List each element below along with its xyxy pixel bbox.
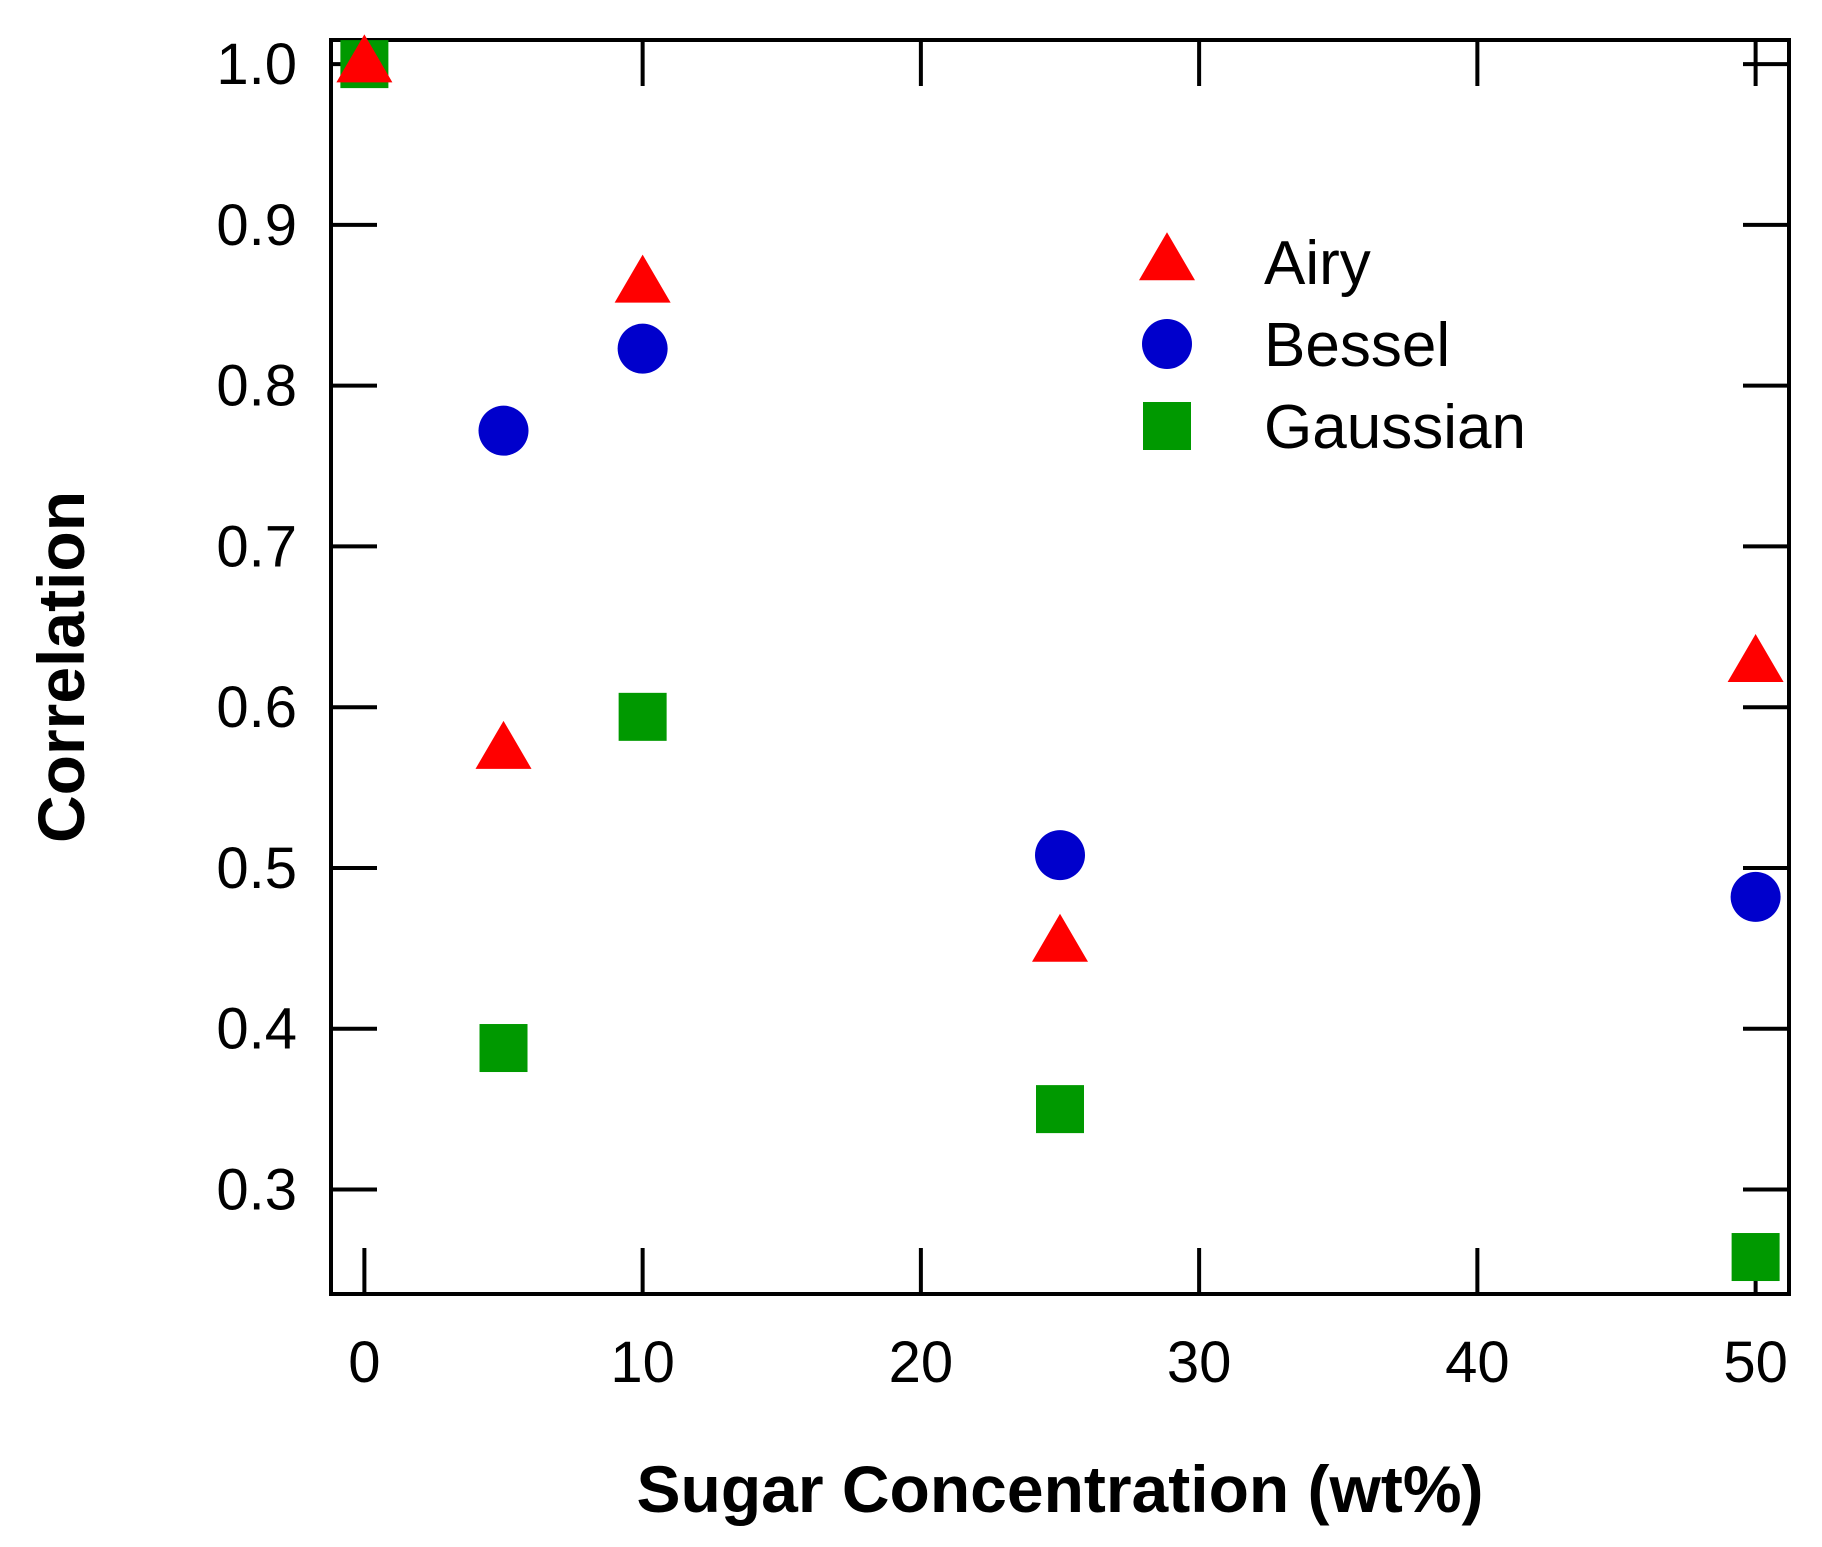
legend-marker-bessel [1142,319,1192,369]
data-point-gaussian [618,692,667,741]
data-point-gaussian [1731,1233,1780,1282]
data-point-bessel [1035,830,1085,881]
axis-ticks [331,40,1789,1294]
legend-label-bessel: Bessel [1264,311,1450,380]
y-axis-title: Correlation [24,491,98,843]
data-point-airy [336,34,393,83]
y-tick-label: 0.9 [216,193,297,258]
y-tick-label: 0.5 [216,836,297,901]
data-point-bessel [1730,871,1781,922]
data-point-gaussian [479,1024,528,1073]
x-tick-label: 40 [1445,1330,1510,1395]
axis-tick-labels: 0 10 20 30 40 50 0.3 0.4 0.5 0.6 0.7 0.8 0.9 1.0 [216,32,1788,1395]
y-tick-label: 0.3 [216,1158,297,1223]
y-tick-label: 0.4 [216,997,297,1062]
data-point-gaussian [1036,1085,1084,1134]
data-point-bessel [617,323,668,374]
legend-marker-gaussian [1143,402,1191,450]
data-point-airy [1727,634,1784,683]
data-point-airy [1032,913,1088,962]
y-tick-label: 0.7 [216,514,297,579]
x-axis-title: Sugar Concentration (wt%) [636,1452,1483,1526]
x-tick-label: 50 [1723,1330,1788,1395]
legend-label-airy: Airy [1264,229,1371,298]
legend-label-gaussian: Gaussian [1264,393,1526,462]
x-tick-label: 10 [610,1330,675,1395]
y-tick-label: 0.6 [216,675,297,740]
x-tick-label: 0 [348,1330,380,1395]
data-markers [336,34,1784,1282]
data-point-bessel [478,405,529,456]
data-point-airy [614,254,671,303]
y-tick-label: 1.0 [216,32,297,97]
x-tick-label: 30 [1167,1330,1232,1395]
legend: Airy Bessel Gaussian [1139,229,1526,462]
plot-frame [329,38,1791,1296]
legend-marker-airy [1139,232,1195,281]
x-tick-label: 20 [889,1330,954,1395]
y-tick-label: 0.8 [216,354,297,419]
data-point-airy [475,720,532,769]
